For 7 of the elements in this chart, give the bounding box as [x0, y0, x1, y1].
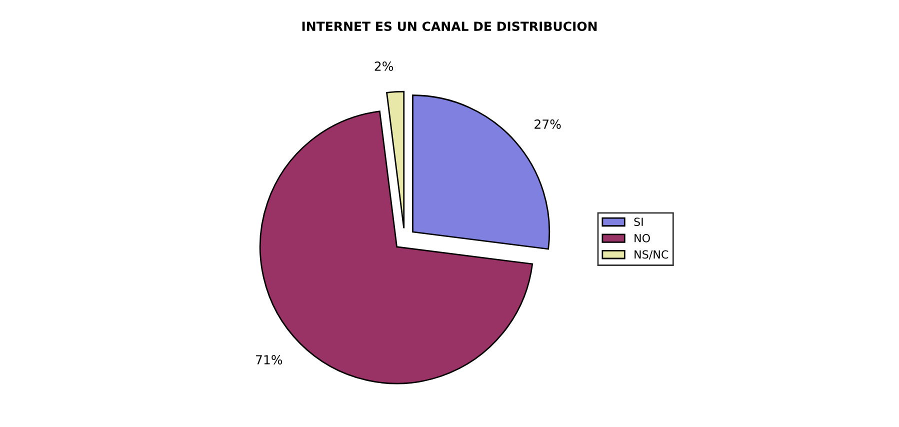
- data-label: 71%: [256, 355, 282, 364]
- data-label: 27%: [534, 119, 561, 129]
- legend-label: NO: [634, 234, 650, 242]
- chart-title: INTERNET ES UN CANAL DE DISTRIBUCION: [302, 22, 597, 32]
- data-label: 2%: [374, 61, 394, 71]
- legend-label: SI: [634, 218, 643, 226]
- legend-label: NS/NC: [634, 250, 668, 260]
